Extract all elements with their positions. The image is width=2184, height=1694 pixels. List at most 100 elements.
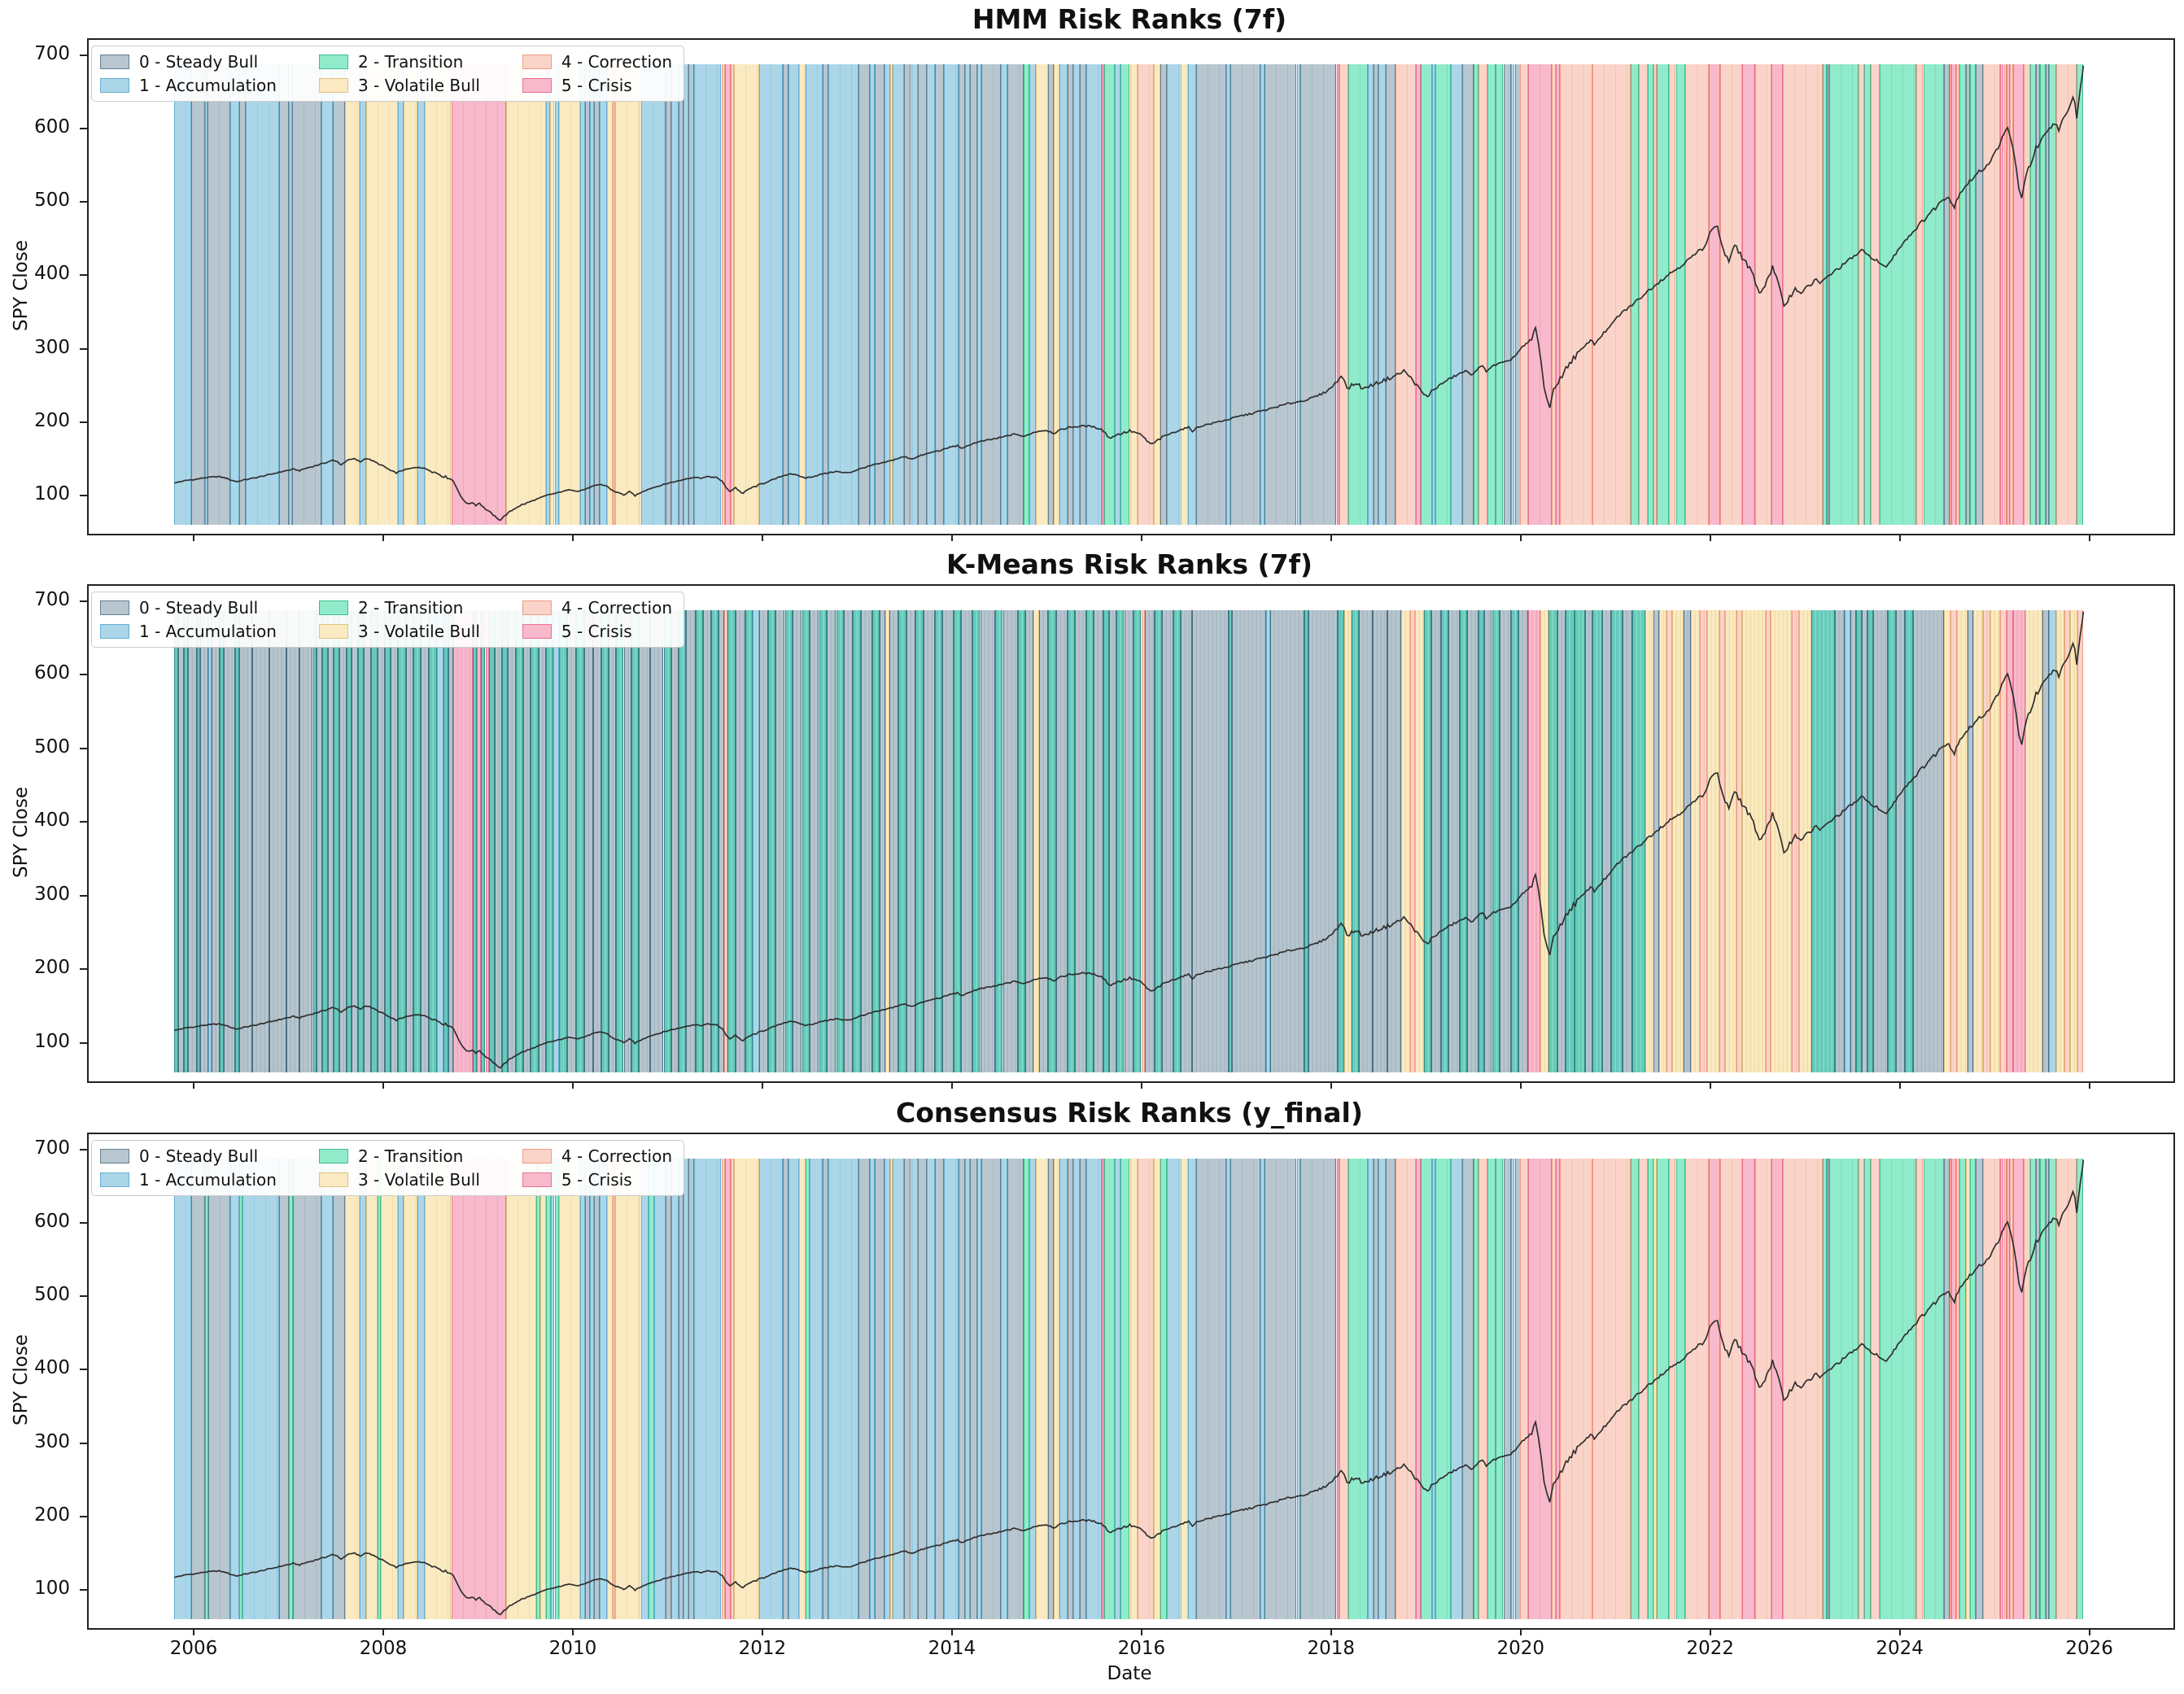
regime-band-4: [1720, 1158, 1742, 1620]
regime-band-3: [381, 1158, 399, 1620]
regime-band-0: [1623, 609, 1632, 1073]
regime-band-4: [1137, 63, 1154, 526]
regime-band-0: [1230, 1158, 1261, 1620]
chart-title-consensus: Consensus Risk Ranks (y_final): [896, 1097, 1363, 1129]
regime-band-0: [377, 609, 385, 1073]
x-tick-label: 2020: [1496, 1638, 1545, 1659]
legend-item-0: 0 - Steady Bull: [100, 52, 277, 72]
regime-band-2: [370, 609, 378, 1073]
regime-band-4: [2077, 609, 2084, 1073]
y-tick-label: 300: [34, 1430, 70, 1452]
regime-band-0: [688, 1158, 694, 1620]
regime-band-2: [663, 609, 671, 1073]
y-axis-label: SPY Close: [11, 786, 32, 878]
regime-band-2: [531, 609, 539, 1073]
regime-band-0: [2042, 609, 2050, 1073]
regime-band-0: [1386, 1158, 1396, 1620]
regime-band-1: [911, 1158, 918, 1620]
regime-band-0: [291, 63, 321, 526]
regime-band-2: [1879, 63, 1917, 526]
regime-band-0: [332, 1158, 345, 1620]
regime-band-1: [1086, 63, 1102, 526]
regime-band-3: [1129, 63, 1138, 526]
legend-label: 4 - Correction: [561, 52, 673, 72]
regime-band-1: [600, 1158, 607, 1620]
y-tick-mark: [80, 127, 87, 129]
regime-band-2: [1548, 609, 1557, 1073]
regime-band-1: [1001, 1158, 1008, 1620]
x-tick-mark: [1140, 1628, 1142, 1635]
regime-band-4: [2055, 1158, 2077, 1620]
regime-band-0: [523, 609, 531, 1073]
regime-band-2: [385, 609, 391, 1073]
regime-band-0: [421, 609, 429, 1073]
legend-label: 5 - Crisis: [561, 1170, 632, 1190]
legend-label: 3 - Volatile Bull: [357, 622, 480, 641]
regime-band-2: [1120, 63, 1130, 526]
regime-band-4: [1871, 63, 1880, 526]
regime-band-4: [1783, 63, 1823, 526]
regime-band-2: [915, 609, 924, 1073]
x-tick-mark: [382, 534, 384, 541]
regime-band-2: [515, 609, 523, 1073]
y-tick-mark: [80, 347, 87, 350]
regime-band-2: [679, 609, 687, 1073]
regime-band-2: [2049, 63, 2056, 526]
regime-band-1: [1059, 63, 1068, 526]
regime-band-2: [2030, 63, 2037, 526]
regime-band-0: [1308, 609, 1338, 1073]
regime-band-0: [1196, 63, 1227, 526]
regime-band-2: [1675, 1158, 1686, 1620]
regime-band-0: [1372, 609, 1388, 1073]
regime-band-4: [1982, 1158, 2000, 1620]
regime-band-1: [670, 63, 679, 526]
regime-band-4: [1669, 1158, 1676, 1620]
regime-band-4: [1137, 1158, 1154, 1620]
legend-label: 2 - Transition: [357, 52, 464, 72]
regime-band-0: [1108, 609, 1117, 1073]
regime-band-0: [1025, 609, 1033, 1073]
legend-item-2: 2 - Transition: [318, 52, 480, 72]
regime-band-1: [788, 63, 799, 526]
regime-band-0: [238, 63, 246, 526]
regime-band-0: [1264, 1158, 1297, 1620]
regime-band-0: [1300, 1158, 1337, 1620]
y-tick-label: 500: [34, 1284, 70, 1306]
regime-band-5: [1771, 1158, 1784, 1620]
regime-band-0: [1067, 1158, 1073, 1620]
regime-band-2: [1160, 1158, 1167, 1620]
regime-band-0: [608, 609, 617, 1073]
regime-band-4: [2024, 1158, 2031, 1620]
regime-band-2: [1421, 63, 1433, 526]
regime-band-0: [1462, 1158, 1474, 1620]
legend-item-4: 4 - Correction: [522, 52, 672, 72]
regime-band-2: [2030, 1158, 2037, 1620]
regime-band-4: [1871, 1158, 1880, 1620]
regime-band-1: [828, 1158, 859, 1620]
regime-band-5: [452, 609, 474, 1073]
regime-band-0: [269, 609, 286, 1073]
regime-band-2: [1459, 609, 1468, 1073]
regime-band-2: [710, 609, 719, 1073]
regime-band-2: [1657, 63, 1670, 526]
regime-band-3: [1036, 1158, 1049, 1620]
x-tick-label: 2008: [359, 1638, 408, 1659]
regime-band-4: [1736, 609, 1742, 1073]
regime-band-4: [1479, 1158, 1487, 1620]
regime-band-5: [1771, 63, 1784, 526]
regime-band-0: [191, 63, 205, 526]
regime-band-0: [670, 609, 679, 1073]
legend-label: 1 - Accumulation: [139, 622, 277, 641]
regime-band-4: [1859, 1158, 1865, 1620]
regime-band-3: [1973, 609, 1983, 1073]
regime-band-2: [1348, 63, 1368, 526]
regime-band-0: [286, 609, 300, 1073]
regime-band-0: [1079, 1158, 1086, 1620]
regime-band-2: [1864, 63, 1872, 526]
regime-band-1: [230, 1158, 239, 1620]
x-tick-mark: [1709, 1081, 1711, 1089]
regime-band-0: [889, 609, 899, 1073]
regime-band-3: [615, 63, 641, 526]
regime-band-2: [1959, 1158, 1966, 1620]
x-tick-mark: [571, 1081, 574, 1089]
